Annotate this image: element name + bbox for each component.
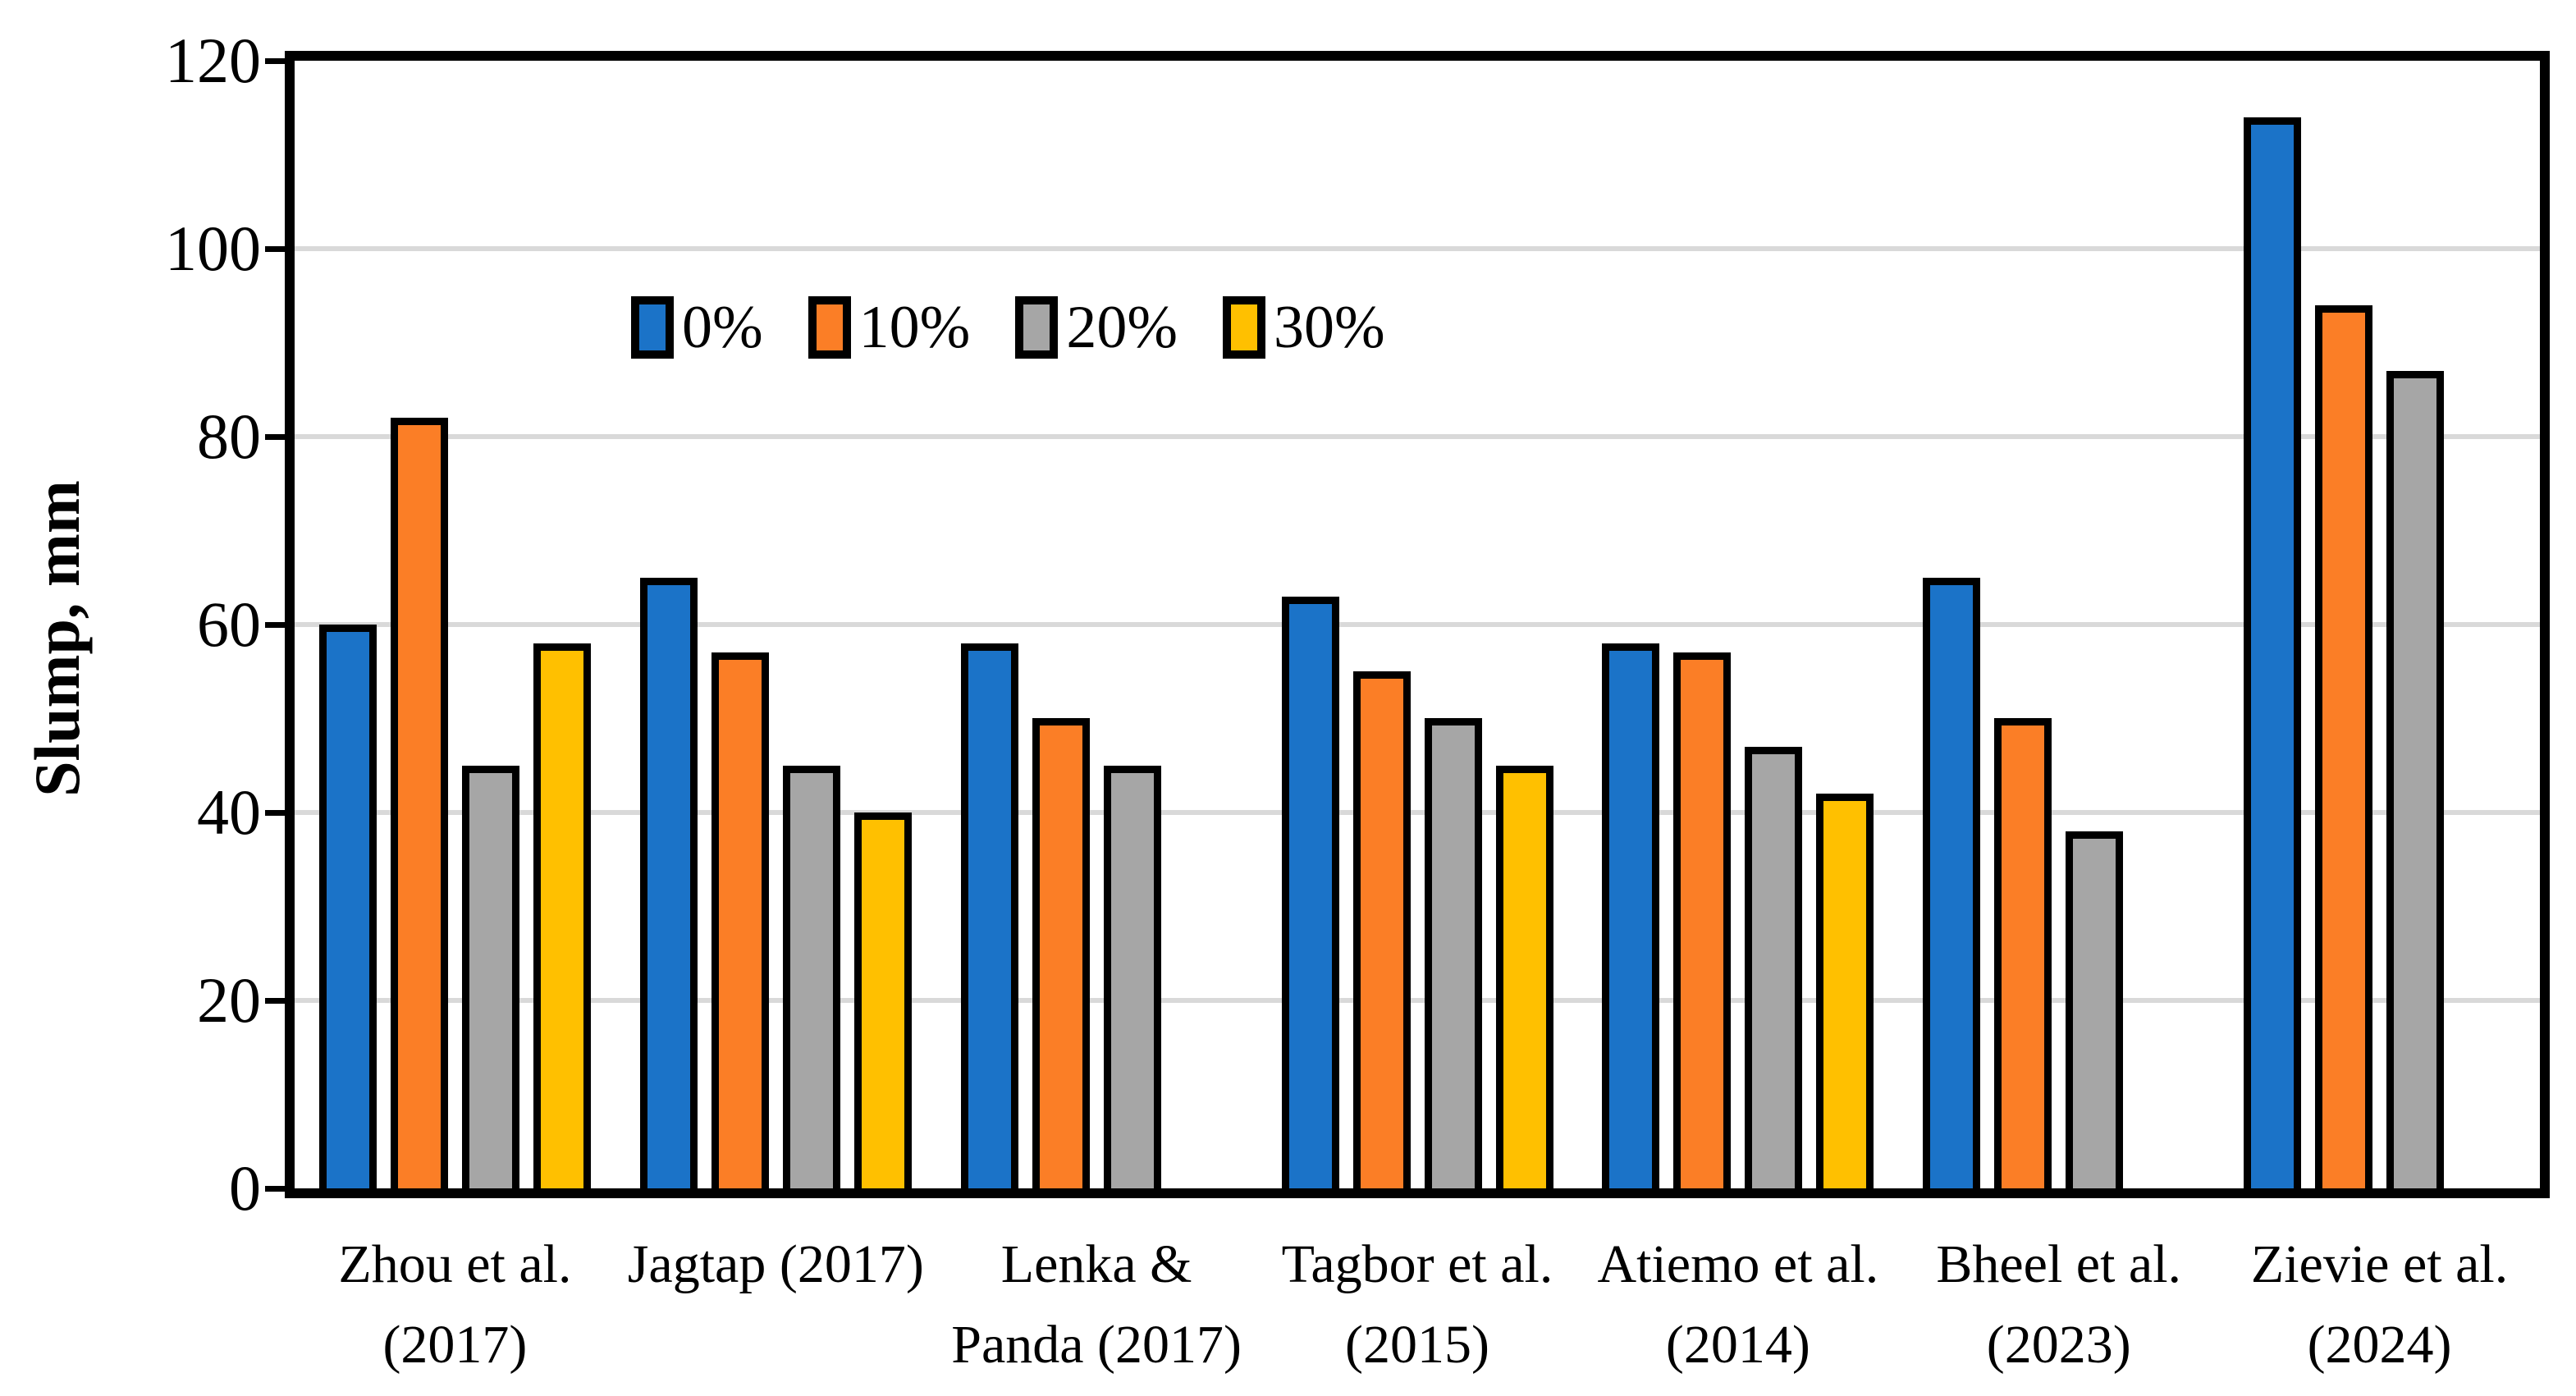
gridline-80 (295, 434, 2540, 439)
x-category-label-line1: Atiemo et al. (1597, 1234, 1879, 1294)
legend-label: 0% (682, 294, 763, 361)
y-tick-mark-60 (265, 622, 285, 628)
y-tick-label-0: 0 (229, 1152, 261, 1224)
bar-0%-atiemo-et-al- (1602, 643, 1660, 1188)
legend-swatch-icon (631, 296, 674, 359)
plot-area: 0% 10% 20% 30% (285, 51, 2550, 1198)
y-tick-label-40: 40 (197, 776, 261, 848)
y-tick-label-20: 20 (197, 964, 261, 1036)
x-category-label: Zievie et al. (2024) (2208, 1224, 2552, 1385)
x-category-label: Jagtap (2017) (603, 1224, 948, 1305)
x-category-label-line1: Lenka & (1000, 1234, 1192, 1294)
y-tick-mark-100 (265, 246, 285, 252)
bar-30%-zhou-et-al- (533, 643, 591, 1188)
x-category-label-line1: Zievie et al. (2250, 1234, 2509, 1294)
y-tick-label-100: 100 (165, 213, 261, 284)
bar-30%-tagbor-et-al- (1495, 766, 1553, 1188)
x-category-label-line2: (2024) (2307, 1315, 2452, 1375)
x-category-label-line2: (2023) (1986, 1315, 2131, 1375)
bar-20%-atiemo-et-al- (1745, 747, 1803, 1188)
bar-20%-jagtap-2017- (782, 766, 840, 1188)
bar-0%-jagtap-2017- (639, 578, 698, 1188)
legend-item-30%: 30% (1222, 294, 1385, 361)
bar-10%-lenka- (1032, 718, 1090, 1188)
bar-10%-zievie-et-al- (2315, 305, 2373, 1188)
bar-0%-bheel-et-al- (1923, 578, 1981, 1188)
y-tick-mark-20 (265, 998, 285, 1004)
legend-item-0%: 0% (631, 295, 763, 360)
legend-label: 10% (858, 294, 971, 361)
y-tick-mark-120 (265, 58, 285, 64)
y-tick-label-120: 120 (165, 25, 261, 96)
x-category-label: Bheel et al. (2023) (1887, 1224, 2231, 1385)
gridline-60 (295, 622, 2540, 627)
legend-swatch-icon (1222, 296, 1265, 359)
x-category-label-line2: (2017) (382, 1315, 528, 1375)
x-category-label: Tagbor et al. (2015) (1245, 1224, 1590, 1385)
bar-10%-jagtap-2017- (711, 652, 769, 1188)
x-category-label-line2: (2014) (1665, 1315, 1810, 1375)
bar-10%-tagbor-et-al- (1352, 671, 1411, 1188)
bar-0%-zievie-et-al- (2244, 117, 2302, 1188)
y-tick-mark-40 (265, 810, 285, 816)
legend-item-20%: 20% (1015, 295, 1178, 360)
x-category-label-line2: Panda (2017) (951, 1315, 1242, 1375)
x-category-label-line2: (2015) (1345, 1315, 1489, 1375)
gridline-40 (295, 810, 2540, 815)
bar-20%-zievie-et-al- (2386, 371, 2445, 1188)
bar-20%-lenka- (1103, 766, 1161, 1188)
x-category-label-line1: Zhou et al. (338, 1234, 572, 1294)
bar-20%-tagbor-et-al- (1424, 718, 1482, 1188)
x-category-label: Atiemo et al. (2014) (1566, 1224, 1910, 1385)
bar-10%-bheel-et-al- (1994, 718, 2052, 1188)
legend: 0% 10% 20% 30% (631, 295, 1385, 360)
x-category-label: Zhou et al. (2017) (282, 1224, 627, 1385)
legend-item-10%: 10% (808, 294, 971, 361)
bar-30%-atiemo-et-al- (1816, 794, 1874, 1188)
x-category-label-line1: Tagbor et al. (1281, 1234, 1553, 1294)
bar-0%-lenka- (960, 643, 1018, 1188)
x-category-label-line1: Jagtap (2017) (627, 1234, 924, 1294)
bar-20%-bheel-et-al- (2066, 831, 2124, 1188)
y-tick-mark-80 (265, 434, 285, 440)
legend-label: 30% (1273, 294, 1385, 361)
gridline-20 (295, 998, 2540, 1003)
gridline-100 (295, 246, 2540, 251)
legend-swatch-icon (1015, 296, 1059, 359)
bar-10%-atiemo-et-al- (1673, 652, 1732, 1188)
bar-0%-zhou-et-al- (318, 625, 377, 1188)
legend-swatch-icon (808, 296, 851, 359)
legend-label: 20% (1066, 294, 1178, 361)
y-tick-label-80: 80 (197, 400, 261, 472)
x-category-label: Lenka & Panda (2017) (924, 1224, 1269, 1385)
y-tick-label-60: 60 (197, 588, 261, 660)
bar-10%-zhou-et-al- (390, 418, 448, 1188)
y-tick-mark-0 (265, 1186, 285, 1192)
x-category-label-line1: Bheel et al. (1936, 1234, 2182, 1294)
bar-0%-tagbor-et-al- (1281, 597, 1339, 1188)
bar-20%-zhou-et-al- (461, 766, 519, 1188)
bar-30%-jagtap-2017- (853, 812, 912, 1188)
